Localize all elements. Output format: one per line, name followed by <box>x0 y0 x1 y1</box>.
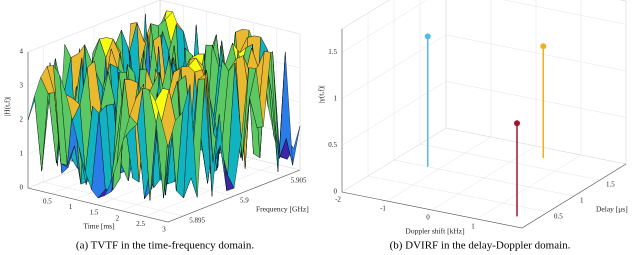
stem-marker <box>540 43 547 50</box>
y-tick-label: 5.895 <box>189 217 205 225</box>
x-tick-label: 2 <box>116 214 120 222</box>
x-tick-label: 3 <box>162 226 166 234</box>
x-axis-label: Time [ms] <box>83 221 114 230</box>
grid-line <box>341 0 447 193</box>
plot: 0 0.5 1 1.5 -2 -1 0 1 0.5 1 1.5 |γ(t,f)| Doppler shi… <box>317 0 628 252</box>
z-axis-label: |H(t,f)| <box>3 96 12 116</box>
plot: 0 1 2 3 4 0.5 1 1.5 2 2.5 3 5.895 5.9 5.905 |H(t,f)| Ti… <box>3 0 309 252</box>
x-axis-label: Doppler shift [kHz] <box>405 227 464 236</box>
stem-marker <box>514 120 520 127</box>
x-tick-label: 1 <box>471 223 475 231</box>
z-tick-label: 1 <box>20 150 24 158</box>
z-tick-label: 2 <box>20 116 24 124</box>
grid-line <box>367 13 549 213</box>
z-tick-label: 1 <box>334 94 338 102</box>
z-tick-label: 3 <box>20 82 24 90</box>
y-axis-label: Frequency [GHz] <box>256 205 309 214</box>
y-axis-label: Delay [μs] <box>596 205 628 214</box>
z-axis-label: |γ(t,f)| <box>317 85 326 103</box>
x-tick-label: 0.5 <box>43 197 52 205</box>
grid-line <box>27 0 301 53</box>
y-tick-label: 0.5 <box>554 213 563 221</box>
x-tick-label: 0 <box>426 214 430 222</box>
grid-line <box>393 0 575 197</box>
stem-marker <box>424 33 431 40</box>
z-tick-label: 4 <box>20 48 24 56</box>
z-tick-label: 0.5 <box>328 141 337 149</box>
surface-patch <box>161 89 176 148</box>
axis-line <box>341 29 627 229</box>
caption: (a) TVTF in the time-frequency domain. <box>76 240 254 252</box>
x-tick-label: 1 <box>69 203 73 211</box>
grid-line <box>431 0 537 211</box>
x-tick-label: 1.5 <box>90 209 99 217</box>
y-tick-label: 5.905 <box>291 177 307 185</box>
grid-line <box>419 0 601 181</box>
x-tick-label: -2 <box>335 196 341 204</box>
caption: (b) DVIRF in the delay-Doppler domain. <box>390 240 571 252</box>
x-tick-label: -1 <box>380 205 386 213</box>
grid-line <box>144 28 277 217</box>
z-tick-label: 0 <box>20 184 24 192</box>
z-tick-label: 1.5 <box>328 48 337 56</box>
grid-line <box>386 0 492 202</box>
grid-line <box>476 0 582 220</box>
y-tick-label: 1 <box>580 197 584 205</box>
y-tick-label: 5.9 <box>240 197 249 205</box>
z-tick-label: 0 <box>334 188 338 196</box>
grid-line <box>341 0 627 53</box>
y-tick-label: 1.5 <box>606 181 615 189</box>
x-tick-label: 2.5 <box>136 220 145 228</box>
